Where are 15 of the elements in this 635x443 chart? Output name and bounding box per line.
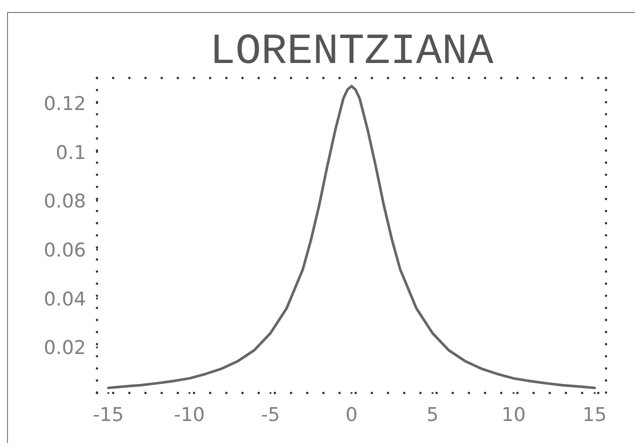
line-series	[107, 84, 596, 390]
x-tick-label: -15	[92, 404, 124, 426]
x-tick-label: 5	[426, 404, 439, 426]
chart-title: LORENTZIANA	[210, 27, 494, 76]
x-tick-label: 0	[345, 404, 358, 426]
y-tick-label: 0.04	[44, 288, 86, 310]
x-tick-label: -5	[260, 404, 280, 426]
x-tick-label: 10	[502, 404, 526, 426]
y-tick-label: 0.06	[44, 240, 86, 262]
y-tick-label: 0.08	[44, 190, 86, 213]
x-tick-label: 15	[582, 404, 607, 426]
x-tick-label: -10	[174, 404, 205, 426]
y-tick-label: 0.1	[56, 142, 86, 164]
y-tick-label: 0.02	[44, 337, 86, 360]
y-tick-label: 0.12	[44, 92, 86, 115]
